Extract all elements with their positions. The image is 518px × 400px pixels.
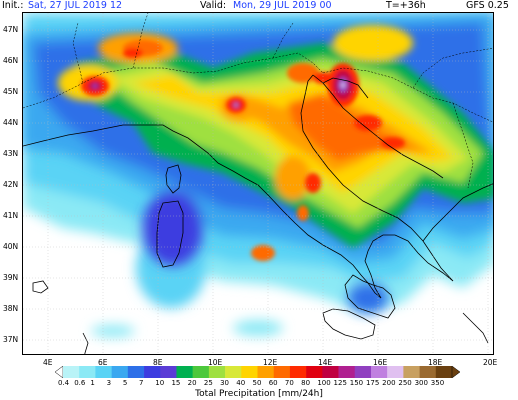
colorbar-level-label: 40 bbox=[236, 379, 246, 387]
colorbar-swatch bbox=[208, 366, 226, 378]
lat-label: 42N bbox=[3, 180, 19, 189]
lat-label: 47N bbox=[3, 25, 19, 34]
colorbar-level-label: 30 bbox=[220, 379, 229, 387]
colorbar-level-label: 15 bbox=[171, 379, 181, 387]
colorbar-level-label: 1 bbox=[90, 379, 95, 387]
colorbar-level-label: 125 bbox=[333, 379, 347, 387]
lon-label: 8E bbox=[153, 358, 163, 367]
precip-intense-field bbox=[81, 40, 405, 261]
map-header: Init.: Sat, 27 JUL 2019 12 Valid: Mon, 2… bbox=[0, 0, 518, 12]
colorbar-level-label: 60 bbox=[268, 379, 278, 387]
colorbar-level-label: 175 bbox=[365, 379, 380, 387]
precipitation-map bbox=[22, 12, 494, 355]
valid-label: Valid: bbox=[200, 0, 227, 11]
colorbar-swatch bbox=[322, 366, 339, 378]
colorbar-level-label: 150 bbox=[349, 379, 364, 387]
lon-label: 20E bbox=[483, 358, 498, 367]
colorbar-swatch bbox=[63, 366, 80, 378]
colorbar-swatch bbox=[289, 366, 307, 378]
colorbar-swatch bbox=[192, 366, 210, 378]
colorbar-swatch bbox=[354, 366, 372, 378]
colorbar-swatch bbox=[79, 366, 96, 378]
colorbar-swatch bbox=[419, 366, 437, 378]
init-label: Init.: bbox=[2, 0, 24, 11]
lat-label: 46N bbox=[3, 56, 19, 65]
colorbar bbox=[55, 366, 460, 378]
colorbar-swatch bbox=[387, 366, 404, 378]
colorbar-level-label: 20 bbox=[187, 379, 197, 387]
colorbar-swatch bbox=[111, 366, 129, 378]
colorbar-swatch bbox=[241, 366, 258, 378]
colorbar-level-label: 0.6 bbox=[74, 379, 86, 387]
colorbar-level-label: 0.4 bbox=[58, 379, 70, 387]
colorbar-swatch bbox=[257, 366, 275, 378]
lat-label: 38N bbox=[3, 304, 19, 313]
lat-label: 41N bbox=[3, 211, 19, 220]
colorbar-swatch bbox=[435, 366, 453, 378]
lon-label: 4E bbox=[43, 358, 53, 367]
lon-label: 6E bbox=[98, 358, 108, 367]
colorbar-level-label: 3 bbox=[106, 379, 112, 387]
colorbar-level-label: 350 bbox=[430, 379, 445, 387]
lon-label: 18E bbox=[428, 358, 443, 367]
init-value: Sat, 27 JUL 2019 12 bbox=[28, 0, 123, 11]
colorbar-swatch bbox=[306, 366, 323, 378]
colorbar-swatch bbox=[144, 366, 161, 378]
colorbar-level-label: 25 bbox=[203, 379, 213, 387]
lat-label: 43N bbox=[3, 149, 19, 158]
colorbar-swatch bbox=[225, 366, 242, 378]
valid-value: Mon, 29 JUL 2019 00 bbox=[233, 0, 332, 11]
colorbar-level-label: 80 bbox=[301, 379, 311, 387]
colorbar-level-label: 5 bbox=[122, 379, 128, 387]
colorbar-swatch bbox=[403, 366, 420, 378]
lat-label: 44N bbox=[3, 118, 19, 127]
forecast-hour: T=+36h bbox=[386, 0, 426, 11]
colorbar-level-label: 300 bbox=[414, 379, 428, 387]
lon-label: 10E bbox=[208, 358, 223, 367]
colorbar-swatch bbox=[338, 366, 356, 378]
colorbar-swatch bbox=[273, 366, 291, 378]
coastlines bbox=[23, 74, 493, 354]
lat-label: 40N bbox=[3, 242, 19, 251]
colorbar-max-arrow bbox=[451, 366, 460, 378]
colorbar-level-label: 250 bbox=[398, 379, 412, 387]
lon-label: 16E bbox=[373, 358, 388, 367]
lat-label: 37N bbox=[3, 335, 19, 344]
borders bbox=[23, 13, 493, 189]
colorbar-level-label: 10 bbox=[155, 379, 165, 387]
lat-label: 45N bbox=[3, 87, 19, 96]
model-name: GFS 0.25 bbox=[466, 0, 509, 11]
colorbar-level-label: 7 bbox=[139, 379, 144, 387]
lon-label: 12E bbox=[263, 358, 278, 367]
lon-label: 14E bbox=[318, 358, 333, 367]
colorbar-level-label: 200 bbox=[382, 379, 396, 387]
colorbar-swatch bbox=[370, 366, 388, 378]
colorbar-title: Total Precipitation [mm/24h] bbox=[195, 389, 323, 399]
colorbar-swatch bbox=[95, 366, 112, 378]
colorbar-min-arrow bbox=[55, 366, 64, 378]
colorbar-level-label: 50 bbox=[252, 379, 262, 387]
lat-label: 39N bbox=[3, 273, 19, 282]
colorbar-swatch bbox=[160, 366, 177, 378]
map-canvas bbox=[23, 13, 493, 354]
grid-lines bbox=[23, 13, 493, 354]
colorbar-level-label: 100 bbox=[317, 379, 331, 387]
colorbar-swatch bbox=[127, 366, 145, 378]
colorbar-swatch bbox=[176, 366, 193, 378]
colorbar-level-label: 70 bbox=[284, 379, 294, 387]
